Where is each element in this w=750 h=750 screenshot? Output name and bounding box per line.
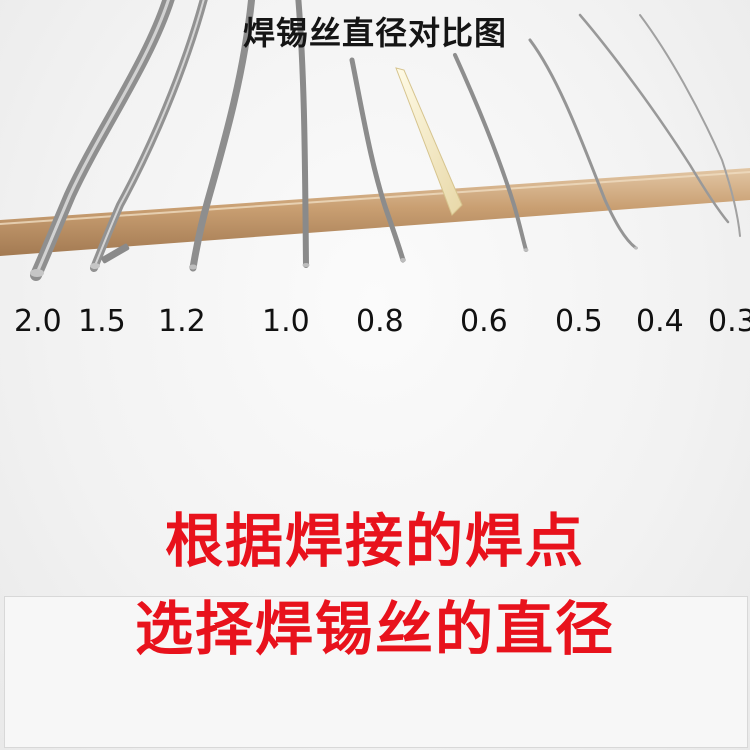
wire-tip-0-6 [523, 248, 529, 252]
slogan-line-1: 根据焊接的焊点 [164, 507, 585, 575]
solder-wire-0-5 [528, 38, 638, 250]
diameter-label-0-8: 0.8 [356, 304, 404, 339]
solder-wire-1-0 [295, 0, 309, 268]
solder-wire-1-2 [189, 0, 255, 272]
diameter-label-0-5: 0.5 [555, 304, 603, 339]
toothpick [395, 67, 463, 216]
wire-tip-0-8 [400, 258, 406, 262]
diameter-label-1-0: 1.0 [262, 304, 310, 339]
diameter-label-2-0: 2.0 [14, 304, 62, 339]
solder-wire-0-4 [578, 13, 730, 224]
slogan-line-2: 选择焊锡丝的直径 [134, 595, 615, 663]
wire-tip-1-0 [302, 263, 310, 267]
diameter-label-1-2: 1.2 [158, 304, 206, 339]
diameter-label-0-4: 0.4 [636, 304, 684, 339]
stick-highlight [0, 171, 750, 225]
wire-tip-1-2 [189, 264, 197, 270]
text-panel [4, 596, 748, 748]
page-title: 焊锡丝直径对比图 [242, 14, 507, 52]
wire-tip-1-5 [90, 263, 100, 269]
solder-wire-0-3 [639, 14, 741, 237]
solder-wire-0-6 [453, 53, 528, 252]
solder-wire-0-8 [349, 57, 406, 263]
wire-tip-0-5 [634, 246, 638, 250]
diameter-label-0-3: 0.3 [708, 304, 750, 339]
diameter-label-0-6: 0.6 [460, 304, 508, 339]
wire-offcut-1-5 [101, 243, 130, 264]
diameter-label-1-5: 1.5 [78, 304, 126, 339]
wooden-stick [0, 168, 750, 256]
wire-tip-2-0 [30, 269, 44, 277]
solder-wire-1-5-shine [93, 0, 205, 269]
solder-wire-2-0-shine [34, 0, 170, 277]
